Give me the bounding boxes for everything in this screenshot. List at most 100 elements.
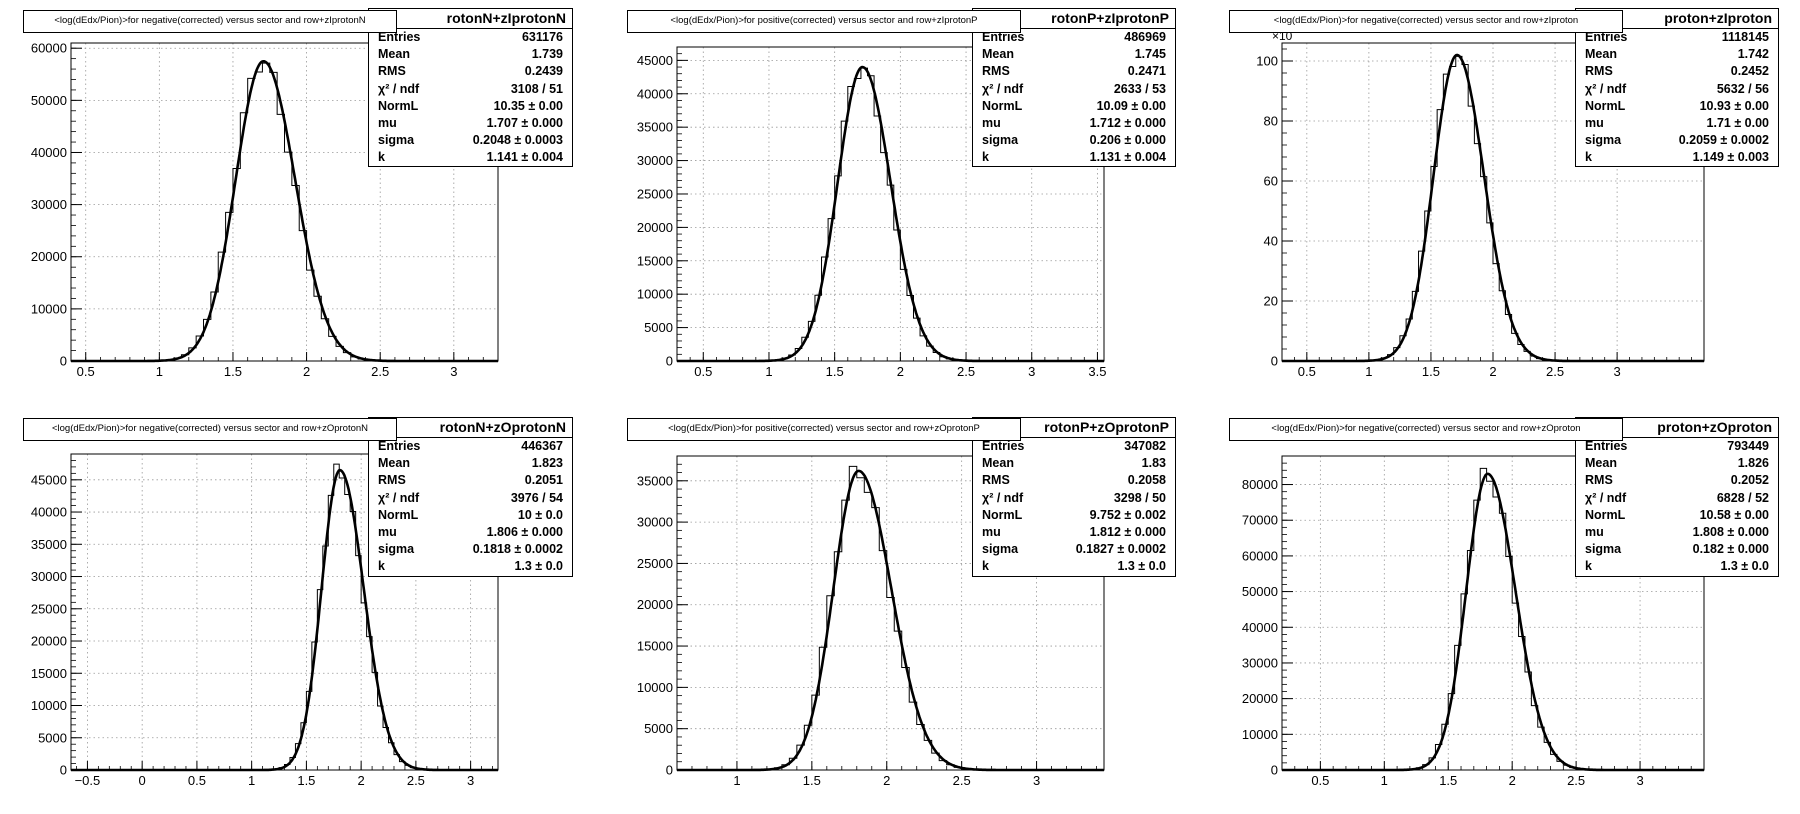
stats-row: mu 1.712 ± 0.000 (973, 115, 1175, 132)
stats-label: RMS (982, 64, 1010, 79)
y-tick-label: 60000 (31, 41, 67, 56)
stats-row: RMS 0.2439 (369, 63, 572, 80)
stats-row: sigma 0.2059 ± 0.0002 (1576, 132, 1778, 149)
stats-row: Entries 1118145 (1576, 29, 1778, 46)
stats-row: mu 1.812 ± 0.000 (973, 524, 1175, 541)
y-tick-label: 10000 (1242, 727, 1278, 742)
y-tick-label: 0 (60, 763, 67, 778)
x-tick-label: 2 (883, 773, 890, 788)
stats-value: 0.2452 (1730, 64, 1769, 79)
y-tick-label: 20000 (31, 249, 67, 264)
y-tick-label: 0 (60, 354, 67, 369)
stats-label: sigma (982, 133, 1019, 148)
stats-row: Mean 1.83 (973, 455, 1175, 472)
y-tick-label: 10000 (31, 698, 67, 713)
stats-row: k 1.149 ± 0.003 (1576, 149, 1778, 166)
y-tick-label: 5000 (644, 721, 673, 736)
stats-value: 6828 / 52 (1716, 490, 1769, 505)
y-tick-label: 30000 (31, 197, 67, 212)
stats-label: χ² / ndf (1585, 81, 1627, 96)
y-tick-label: 20 (1264, 294, 1278, 309)
stats-label: NormL (982, 98, 1023, 113)
stats-box: proton+zOproton Entries 793449 Mean 1.826 RMS… (1575, 417, 1779, 577)
stats-row: Mean 1.823 (369, 455, 572, 472)
stats-value: 1.712 ± 0.000 (1089, 115, 1166, 130)
stats-row: k 1.141 ± 0.004 (369, 149, 572, 166)
stats-value: 0.2058 (1127, 473, 1166, 488)
y-tick-label: 15000 (31, 666, 67, 681)
plot-frame (676, 46, 1105, 362)
y-tick-label: 10000 (637, 680, 673, 695)
stats-value: 1.131 ± 0.004 (1089, 150, 1166, 165)
stats-label: NormL (1585, 98, 1626, 113)
stats-label: mu (378, 524, 397, 539)
stats-label: Entries (1585, 30, 1628, 44)
stats-value: 0.1827 ± 0.0002 (1075, 542, 1166, 557)
stats-value: 1.71 ± 0.00 (1706, 115, 1769, 130)
stats-label: Mean (378, 456, 410, 471)
stats-value: 0.2439 (524, 64, 563, 79)
stats-row: sigma 0.1827 ± 0.0002 (973, 541, 1175, 558)
stats-label: Mean (1585, 456, 1617, 471)
x-tick-label: 2 (358, 773, 365, 788)
x-tick-label: 3 (1028, 364, 1035, 379)
y-tick-label: 30000 (637, 153, 673, 168)
x-tick-label: 2.5 (1546, 364, 1564, 379)
stats-box-name: proton+zIproton (1576, 9, 1778, 29)
stats-box-name: rotonN+zOprotonN (369, 418, 572, 438)
stats-row: sigma 0.2048 ± 0.0003 (369, 132, 572, 149)
stats-label: sigma (378, 133, 415, 148)
stats-row: Entries 446367 (369, 438, 572, 455)
stats-label: Mean (1585, 47, 1617, 62)
y-tick-label: 40000 (31, 505, 67, 520)
stats-label: Mean (982, 456, 1014, 471)
stats-row: mu 1.806 ± 0.000 (369, 524, 572, 541)
y-tick-label: 5000 (38, 730, 67, 745)
y-tick-label: 50000 (31, 93, 67, 108)
stats-label: RMS (1585, 64, 1613, 79)
stats-value: 1.3 ± 0.0 (1720, 559, 1769, 574)
x-tick-label: 2 (303, 364, 310, 379)
y-tick-label: 25000 (31, 601, 67, 616)
stats-value: 1.808 ± 0.000 (1692, 524, 1769, 539)
stats-row: mu 1.808 ± 0.000 (1576, 524, 1778, 541)
stats-label: χ² / ndf (982, 81, 1024, 96)
stats-box: rotonN+zOprotonN Entries 446367 Mean 1.823 RM… (368, 417, 573, 577)
stats-row: Mean 1.826 (1576, 455, 1778, 472)
stats-label: k (1585, 150, 1592, 165)
stats-row: k 1.3 ± 0.0 (973, 558, 1175, 575)
x-tick-label: 3 (1033, 773, 1040, 788)
y-tick-label: 35000 (637, 473, 673, 488)
stats-label: mu (982, 115, 1001, 130)
y-tick-label: 35000 (31, 537, 67, 552)
stats-label: χ² / ndf (982, 490, 1024, 505)
x-tick-label: 1.5 (224, 364, 242, 379)
x-tick-label: 3 (450, 364, 457, 379)
stats-box-name: rotonN+zIprotonN (369, 9, 572, 29)
x-tick-label: 0.5 (1311, 773, 1329, 788)
stats-row: Mean 1.739 (369, 46, 572, 63)
y-tick-label: 20000 (1242, 691, 1278, 706)
stats-value: 446367 (521, 439, 563, 453)
stats-value: 1.149 ± 0.003 (1692, 150, 1769, 165)
x-tick-label: 3.5 (1088, 364, 1106, 379)
stats-row: NormL 10.58 ± 0.00 (1576, 507, 1778, 524)
x-tick-label: 1.5 (1439, 773, 1457, 788)
stats-label: RMS (1585, 473, 1613, 488)
stats-value: 5632 / 56 (1716, 81, 1769, 96)
stats-box-name: rotonP+zOprotonP (973, 418, 1175, 438)
stats-box: rotonN+zIprotonN Entries 631176 Mean 1.739 RM… (368, 8, 573, 167)
stats-value: 3108 / 51 (510, 81, 563, 96)
x-tick-label: 3 (1614, 364, 1621, 379)
stats-value: 1.3 ± 0.0 (514, 559, 563, 574)
stats-row: NormL 10.35 ± 0.00 (369, 98, 572, 115)
stats-value: 0.1818 ± 0.0002 (472, 542, 563, 557)
x-tick-label: 2 (1509, 773, 1516, 788)
x-tick-label: 1.5 (826, 364, 844, 379)
x-tick-label: 1 (765, 364, 772, 379)
stats-value: 1.826 (1737, 456, 1769, 471)
stats-label: sigma (982, 542, 1019, 557)
y-tick-label: 40000 (637, 86, 673, 101)
stats-row: k 1.3 ± 0.0 (1576, 558, 1778, 575)
stats-label: χ² / ndf (1585, 490, 1627, 505)
